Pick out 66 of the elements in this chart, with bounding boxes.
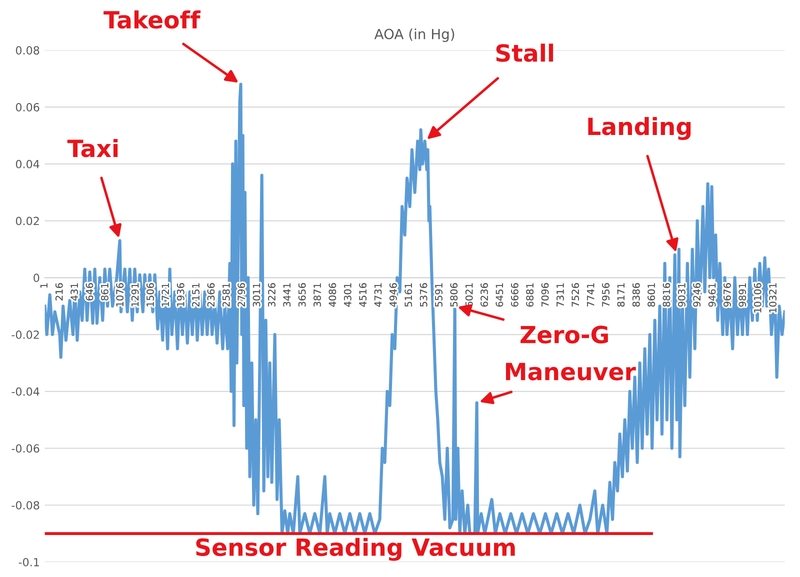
x-tick-label: 3871	[314, 283, 321, 307]
x-tick-label: 6451	[496, 283, 504, 307]
x-tick-label: 8601	[648, 283, 655, 307]
x-tick-label: 5806	[450, 283, 458, 307]
x-tick-label: 2581	[222, 283, 230, 307]
x-tick-label: 646	[86, 283, 94, 300]
x-tick-label: 431	[70, 283, 78, 301]
x-tick-label: 6236	[480, 283, 488, 307]
y-tick-label: 0	[34, 274, 40, 282]
x-tick-label: 861	[101, 283, 108, 300]
x-tick-label: 7311	[556, 283, 564, 306]
x-tick-label: 4731	[374, 283, 382, 307]
x-tick-label: 1721	[162, 283, 169, 306]
x-tick-label: 1506	[146, 283, 154, 306]
x-tick-label: 1	[40, 283, 48, 288]
x-tick-label: 5161	[404, 283, 412, 307]
y-tick-label: 0.04	[16, 160, 40, 168]
x-tick-label: 1291	[131, 283, 139, 306]
annotation: Landing	[588, 117, 691, 140]
y-tick-label: 0.06	[16, 103, 40, 112]
x-tick-label: 7096	[541, 283, 549, 306]
y-tick-label: -0.04	[12, 387, 40, 396]
chart-title: AOA (in Hg)	[374, 28, 454, 42]
x-tick-label: 10321	[769, 283, 776, 312]
x-tick-label: 9461	[708, 283, 716, 307]
y-tick-label: -0.08	[12, 501, 40, 510]
x-tick-label: 3656	[298, 283, 306, 307]
annotation: Takeoff	[104, 10, 201, 29]
x-tick-label: 5591	[435, 283, 442, 307]
ref-line-label: Sensor Reading Vacuum	[196, 538, 515, 561]
y-tick-label: -0.06	[12, 444, 40, 453]
annotation: Taxi	[67, 139, 118, 158]
x-tick-label: 9031	[678, 283, 686, 307]
x-tick-label: 1076	[116, 283, 124, 306]
x-tick-label: 9676	[724, 283, 731, 307]
y-tick-label: -0.02	[12, 330, 39, 339]
x-tick-label: 7741	[587, 283, 594, 306]
x-tick-label: 4946	[390, 283, 397, 307]
x-tick-label: 4086	[328, 283, 336, 307]
x-tick-label: 1936	[176, 283, 184, 306]
x-tick-label: 5376	[420, 283, 428, 307]
x-tick-label: 9891	[738, 283, 746, 307]
x-tick-label: 2151	[192, 283, 200, 307]
x-tick-label: 6881	[526, 283, 534, 307]
annotation: Stall	[496, 44, 554, 62]
x-tick-label: 9246	[693, 283, 701, 307]
x-tick-label: 8171	[617, 283, 625, 307]
x-tick-label: 7956	[602, 283, 610, 306]
x-tick-label: 7526	[572, 283, 580, 306]
x-tick-label: 8386	[632, 283, 640, 307]
x-tick-label: 8816	[662, 283, 670, 307]
x-tick-label: 10106	[754, 283, 762, 312]
x-tick-label: 216	[55, 283, 63, 300]
x-tick-label: 2366	[207, 283, 215, 307]
x-tick-label: 3226	[268, 283, 276, 307]
annotation: Maneuver	[506, 362, 636, 380]
x-tick-label: 6666	[510, 283, 518, 307]
y-tick-label: 0.02	[16, 216, 39, 226]
y-tick-label: -0.1	[18, 558, 39, 566]
annotation: Zero-G	[520, 326, 608, 344]
x-tick-label: 4301	[344, 283, 352, 307]
x-tick-label: 2796	[238, 283, 246, 307]
x-tick-label: 4516	[359, 283, 366, 307]
x-tick-label: 3441	[283, 283, 291, 307]
y-tick-label: 0.08	[16, 46, 40, 55]
x-tick-label: 3011	[252, 283, 260, 307]
